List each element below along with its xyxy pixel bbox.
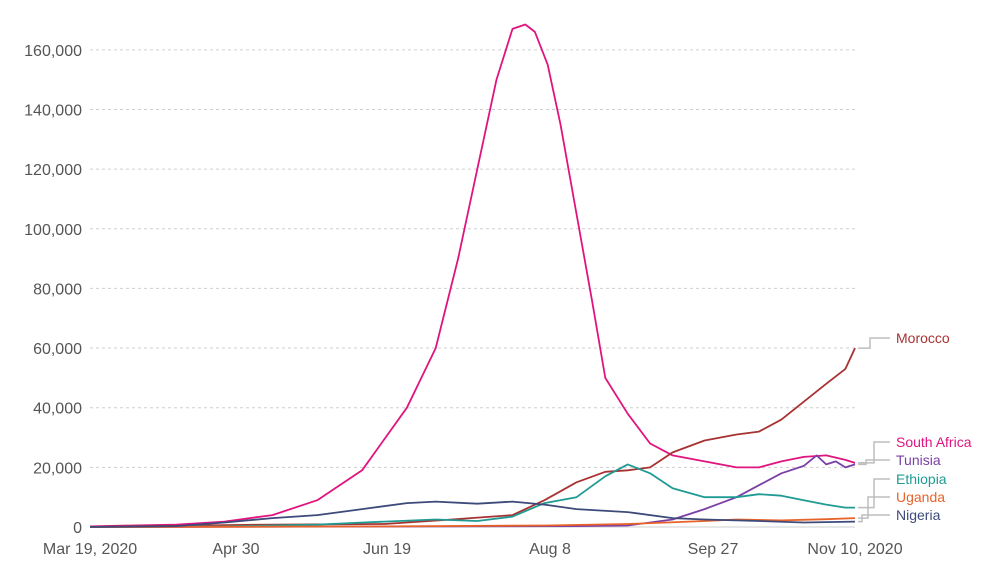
series-label-morocco: Morocco [896,330,950,346]
series-line-south-africa [89,23,856,528]
y-tick-label: 60,000 [33,341,82,358]
label-connector [858,496,890,519]
y-tick-label: 160,000 [24,43,82,60]
x-axis-ticks: Mar 19, 2020 Apr 30 Jun 19 Aug 8 Sep 27 Nov 1… [43,541,903,558]
series-lines [89,23,856,528]
y-tick-label: 120,000 [24,162,82,179]
x-tick-label: Aug 8 [529,541,571,558]
series-label-ethiopia: Ethiopia [896,471,947,487]
label-connector [858,459,890,466]
label-connector [858,337,890,349]
y-tick-label: 0 [73,520,82,537]
y-tick-label: 100,000 [24,222,82,239]
y-tick-label: 140,000 [24,102,82,119]
x-tick-label: Sep 27 [688,541,739,558]
series-line-nigeria [89,500,856,528]
series-labels: South Africa Morocco Tunisia Ethiopia Uganda… [858,330,972,523]
label-connector [858,514,890,523]
y-tick-label: 80,000 [33,281,82,298]
series-label-uganda: Uganda [896,489,945,505]
x-tick-label: Nov 10, 2020 [807,541,902,558]
series-label-nigeria: Nigeria [896,507,941,523]
y-tick-label: 20,000 [33,460,82,477]
x-tick-label: Apr 30 [212,541,259,558]
series-line-tunisia [89,454,856,528]
series-line-uganda [89,517,856,528]
x-tick-label: Jun 19 [363,541,411,558]
series-label-south-africa: South Africa [896,434,972,450]
series-line-morocco [89,347,856,528]
y-tick-label: 40,000 [33,401,82,418]
series-line-ethiopia [89,463,855,528]
x-tick-label: Mar 19, 2020 [43,541,137,558]
series-label-tunisia: Tunisia [896,452,941,468]
y-axis-ticks: 0 20,000 40,000 60,000 80,000 100,000 120,000 1… [24,43,82,537]
label-connector [858,478,890,509]
grid-lines [90,49,855,528]
